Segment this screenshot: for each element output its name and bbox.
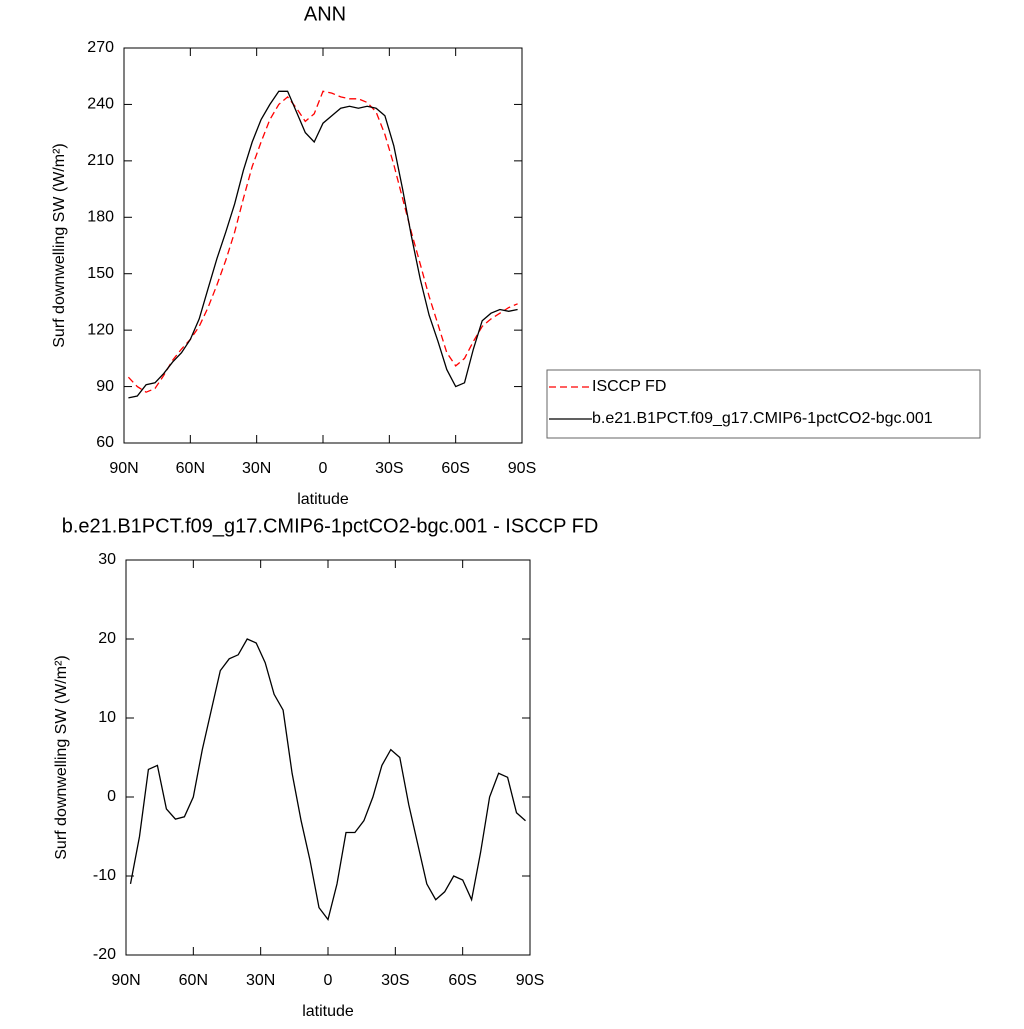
x-tick-label: 60S [441,460,469,477]
y-tick-label: 30 [98,551,116,568]
y-tick-label: -10 [93,867,116,884]
x-tick-label: 0 [324,972,333,989]
x-tick-label: 90S [508,460,536,477]
x-tick-label: 30N [242,460,271,477]
legend-box [546,369,981,439]
x-tick-label: 60N [176,460,205,477]
x-tick-label: 60S [448,972,476,989]
y-tick-label: 180 [87,209,114,226]
x-axis-label: latitude [302,1003,354,1020]
y-tick-label: 150 [87,265,114,282]
data-line [128,90,518,399]
y-axis-label: Surf downwelling SW (W/m²) [53,655,70,859]
x-axis-label: latitude [297,491,349,508]
legend-label: ISCCP FD [592,378,666,395]
y-tick-label: 10 [98,709,116,726]
y-tick-label: 270 [87,39,114,56]
data-line [127,90,518,393]
x-tick-label: 30S [375,460,403,477]
x-tick-label: 90N [109,460,138,477]
x-tick-label: 30N [246,972,275,989]
x-tick-label: 90N [111,972,140,989]
y-tick-label: 0 [107,788,116,805]
chart-title: b.e21.B1PCT.f09_g17.CMIP6-1pctCO2-bgc.00… [62,515,599,537]
x-tick-label: 90S [516,972,544,989]
y-tick-label: 60 [96,434,114,451]
legend-label: b.e21.B1PCT.f09_g17.CMIP6-1pctCO2-bgc.00… [592,410,933,427]
x-tick-label: 60N [179,972,208,989]
x-tick-label: 30S [381,972,409,989]
y-tick-label: 240 [87,96,114,113]
x-tick-label: 0 [319,460,328,477]
y-tick-label: 120 [87,321,114,338]
y-tick-label: 210 [87,152,114,169]
y-tick-label: 20 [98,630,116,647]
y-axis-label: Surf downwelling SW (W/m²) [51,143,68,347]
data-line [129,638,526,921]
y-tick-label: 90 [96,378,114,395]
y-tick-label: -20 [93,946,116,963]
chart-title: ANN [304,3,346,25]
